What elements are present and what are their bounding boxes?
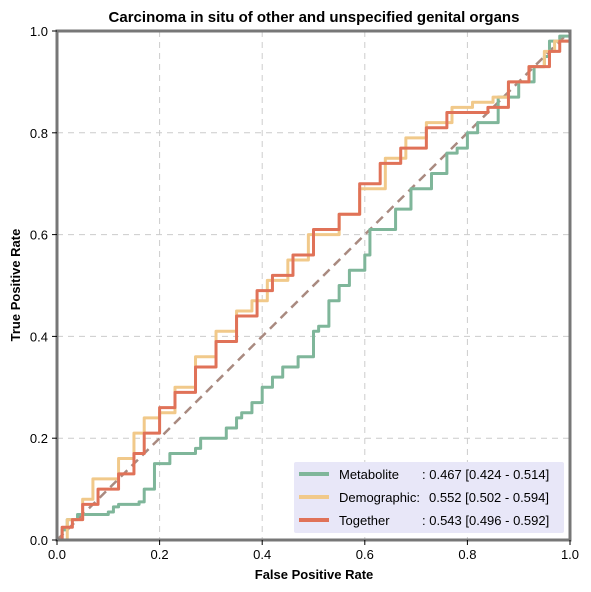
chart-title: Carcinoma in situ of other and unspecifi… — [109, 9, 520, 26]
x-tick-label: 1.0 — [561, 547, 579, 562]
y-axis-label: True Positive Rate — [8, 229, 23, 342]
series-line-demographic — [57, 31, 572, 542]
x-tick-label: 0.2 — [151, 547, 169, 562]
x-ticks: 0.0 0.2 0.4 0.6 0.8 1.0 — [48, 540, 579, 562]
x-tick-label: 0.6 — [356, 547, 374, 562]
y-ticks: 0.0 0.2 0.4 0.6 0.8 1.0 — [30, 24, 57, 548]
x-tick-label: 0.0 — [48, 547, 66, 562]
legend-label-together: Together — [339, 513, 390, 528]
legend-value-demographic: 0.552 [0.502 - 0.594] — [429, 490, 549, 505]
legend-box — [294, 462, 564, 533]
legend-value-together: : 0.543 [0.496 - 0.592] — [422, 513, 549, 528]
series-group — [57, 31, 572, 542]
chance-diagonal — [56, 30, 571, 541]
series-line-together — [57, 31, 572, 542]
y-tick-label: 0.8 — [30, 126, 48, 141]
y-tick-label: 1.0 — [30, 24, 48, 39]
y-tick-label: 0.4 — [30, 329, 48, 344]
legend: Metabolite : 0.467 [0.424 - 0.514]Demogra… — [294, 462, 564, 533]
y-tick-label: 0.2 — [30, 431, 48, 446]
y-tick-label: 0.0 — [30, 533, 48, 548]
plot-frame — [55, 29, 572, 542]
legend-label-metabolite: Metabolite — [339, 467, 399, 482]
x-tick-label: 0.4 — [253, 547, 271, 562]
legend-value-metabolite: : 0.467 [0.424 - 0.514] — [422, 467, 549, 482]
series-line-metabolite — [57, 31, 572, 542]
y-tick-label: 0.6 — [30, 228, 48, 243]
x-axis-label: False Positive Rate — [255, 567, 374, 582]
legend-label-demographic: Demographic: — [339, 490, 420, 505]
x-tick-label: 0.8 — [458, 547, 476, 562]
